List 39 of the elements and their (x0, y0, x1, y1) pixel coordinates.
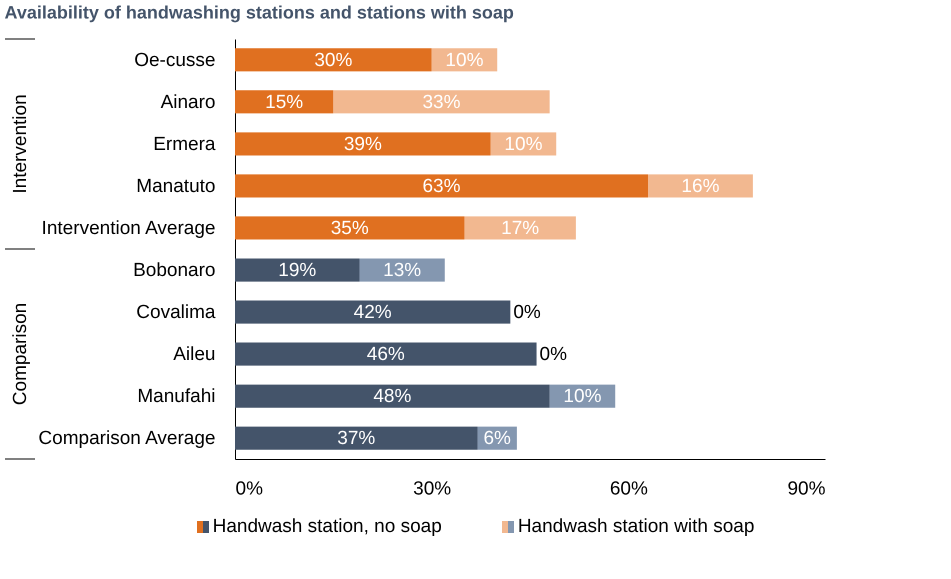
data-label: 13% (383, 260, 422, 282)
data-label: 46% (366, 344, 405, 366)
data-label: 42% (354, 302, 392, 324)
data-label: 10% (563, 386, 602, 408)
x-tick-label: 30% (413, 478, 452, 500)
text: Intervention (10, 94, 31, 194)
data-label: 30% (314, 50, 352, 71)
data-label: 33% (422, 92, 461, 113)
data-label: 16% (681, 176, 720, 197)
chart-title: Availability of handwashing stations and stations with soap (4, 2, 514, 22)
data-label: 63% (422, 176, 461, 197)
y-tick-label: Bobonaro (133, 260, 216, 282)
y-tick-label: Aileu (173, 344, 216, 366)
data-label: 15% (265, 92, 304, 113)
y-tick-label: Oe-cusse (134, 50, 216, 71)
data-label: 10% (504, 134, 543, 155)
data-label: 10% (445, 50, 484, 71)
text: Comparison (10, 302, 31, 406)
data-label: 48% (373, 386, 412, 408)
data-label: 37% (337, 428, 376, 450)
y-tick-label: Ermera (153, 134, 216, 155)
data-label: 35% (330, 218, 369, 239)
data-label: 17% (501, 218, 540, 239)
y-tick-label: Covalima (136, 302, 216, 324)
y-tick-label: Ainaro (160, 92, 216, 113)
x-tick-label: 0% (236, 478, 264, 500)
x-tick-label: 60% (610, 478, 648, 500)
y-tick-label: Intervention Average (42, 218, 216, 239)
data-label: 19% (278, 260, 316, 282)
data-label: 0% (513, 302, 541, 324)
data-label: 6% (483, 428, 512, 450)
y-tick-label: Manufahi (137, 386, 216, 408)
y-tick-label: Manatuto (136, 176, 216, 197)
data-label: 0% (540, 344, 568, 366)
y-tick-label: Comparison Average (38, 428, 216, 450)
data-label: 39% (344, 134, 382, 155)
legend-label: Handwash station, no soap (212, 516, 442, 538)
legend-label: Handwash station with soap (518, 516, 754, 538)
x-tick-label: 90% (787, 478, 826, 500)
